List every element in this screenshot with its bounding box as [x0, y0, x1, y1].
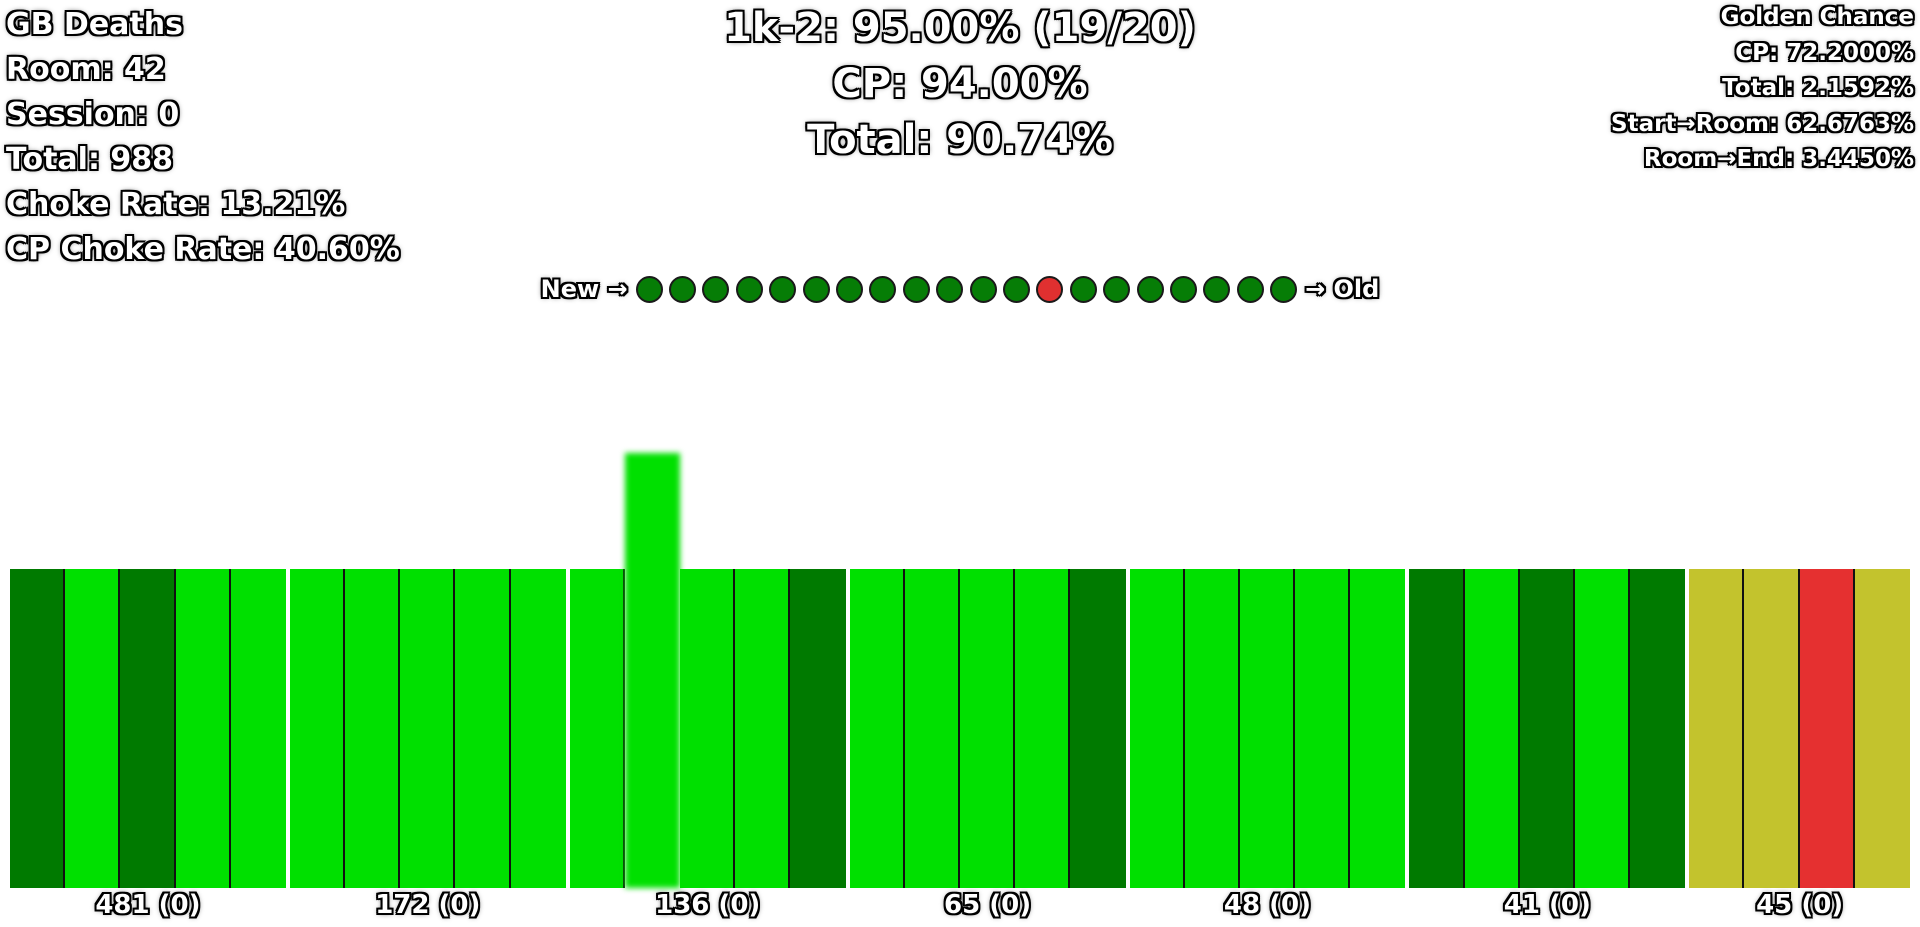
- attempt-dot-success: [1136, 275, 1164, 303]
- current-room-bar: [624, 453, 681, 888]
- room-bar: [65, 569, 121, 888]
- room-bar: [1239, 569, 1296, 888]
- room-bar: [455, 569, 511, 888]
- golden-chance-room-to-end: Room→End: 3.4450%: [1643, 146, 1914, 172]
- room-bar: [1519, 569, 1575, 888]
- attempt-dot-success: [1270, 275, 1298, 303]
- room-bar: [569, 569, 625, 888]
- attempt-dot-success: [1236, 275, 1264, 303]
- checkpoint-label: 172 (0): [375, 890, 481, 920]
- room-bar: [1689, 569, 1745, 888]
- room-bar: [1295, 569, 1351, 888]
- room-bar: [680, 569, 736, 888]
- attempt-dot-success: [1069, 275, 1097, 303]
- stats-title: GB Deaths: [6, 7, 183, 42]
- room-bar: [175, 569, 231, 888]
- attempt-dot-success: [902, 275, 930, 303]
- room-bar: [345, 569, 401, 888]
- checkpoint-label: 45 (0): [1756, 890, 1844, 920]
- room-bar: [1350, 569, 1406, 888]
- checkpoint-label: 136 (0): [655, 890, 761, 920]
- room-bar: [1854, 569, 1910, 888]
- room-bar: [1630, 569, 1686, 888]
- history-old-label: → Old: [1305, 275, 1380, 303]
- cp-success-rate: CP: 94.00%: [832, 61, 1088, 107]
- attempt-dot-success: [835, 275, 863, 303]
- attempt-dot-success: [936, 275, 964, 303]
- attempt-dot-success: [669, 275, 697, 303]
- golden-chance-cp: CP: 72.2000%: [1735, 39, 1914, 66]
- stats-session: Session: 0: [6, 97, 180, 132]
- room-bar: [904, 569, 960, 888]
- attempt-dot-success: [735, 275, 763, 303]
- stats-room: Room: 42: [6, 52, 166, 87]
- stats-total: Total: 988: [6, 142, 174, 177]
- attempt-dot-success: [1002, 275, 1030, 303]
- attempt-dot-success: [635, 275, 663, 303]
- room-bar: [1409, 569, 1465, 888]
- attempt-dot-success: [702, 275, 730, 303]
- checkpoint-label: 41 (0): [1503, 890, 1591, 920]
- room-bar: [849, 569, 905, 888]
- golden-chance-total: Total: 2.1592%: [1722, 75, 1914, 101]
- room-bar: [510, 569, 566, 888]
- room-bar: [1464, 569, 1520, 888]
- room-bar: [1744, 569, 1800, 888]
- success-rate-header: 1k-2: 95.00% (19/20) CP: 94.00% Total: 9…: [0, 0, 1920, 168]
- total-success-rate: Total: 90.74%: [807, 117, 1113, 163]
- attempt-history: New → → Old: [0, 272, 1920, 306]
- attempt-dot-fail: [1036, 275, 1064, 303]
- room-bar: [1015, 569, 1071, 888]
- room-bar: [120, 569, 176, 888]
- room-bar: [735, 569, 791, 888]
- room-bar: [1070, 569, 1126, 888]
- room-success-rate: 1k-2: 95.00% (19/20): [724, 5, 1196, 51]
- checkpoint-label: 65 (0): [944, 890, 1032, 920]
- golden-chance-panel: Golden Chance CP: 72.2000% Total: 2.1592…: [1611, 0, 1914, 178]
- room-bar: [1799, 569, 1855, 888]
- stats-left-panel: GB Deaths Room: 42 Session: 0 Total: 988…: [6, 2, 400, 272]
- attempt-dot-success: [1169, 275, 1197, 303]
- room-bar: [230, 569, 286, 888]
- attempt-dot-success: [769, 275, 797, 303]
- attempt-dot-success: [869, 275, 897, 303]
- attempt-dots: [635, 275, 1298, 303]
- room-bar: [400, 569, 456, 888]
- checkpoint-label: 481 (0): [95, 890, 201, 920]
- room-bar: [790, 569, 846, 888]
- room-bar: [960, 569, 1016, 888]
- history-new-label: New →: [540, 275, 628, 303]
- attempt-dot-success: [969, 275, 997, 303]
- stats-cp-choke-rate: CP Choke Rate: 40.60%: [6, 232, 400, 267]
- room-bar: [1574, 569, 1631, 888]
- attempt-dot-success: [1103, 275, 1131, 303]
- attempt-dot-success: [1203, 275, 1231, 303]
- golden-chance-start-to-room: Start→Room: 62.6763%: [1611, 110, 1914, 137]
- checkpoint-label: 48 (0): [1223, 890, 1312, 920]
- room-bar: [10, 569, 66, 888]
- room-bar: [289, 569, 346, 888]
- room-bar: [1129, 569, 1185, 888]
- room-bar: [1184, 569, 1240, 888]
- attempt-dot-success: [802, 275, 830, 303]
- golden-chance-title: Golden Chance: [1720, 4, 1914, 30]
- stats-choke-rate: Choke Rate: 13.21%: [6, 187, 346, 222]
